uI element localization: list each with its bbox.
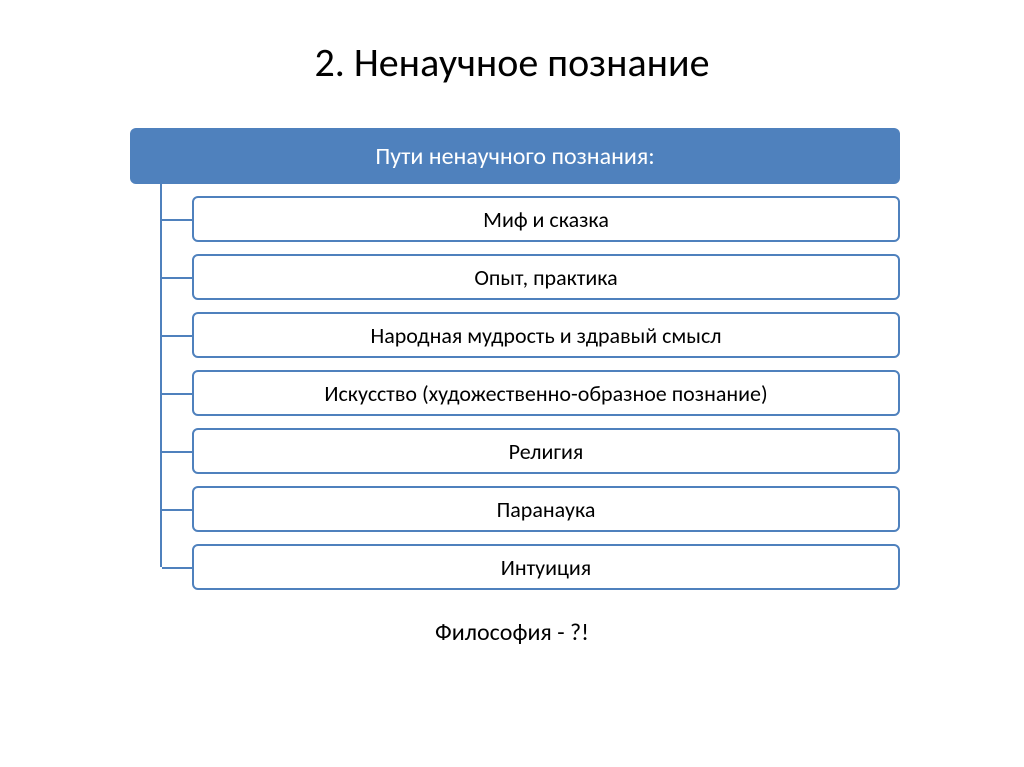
list-item: Миф и сказка bbox=[192, 196, 900, 242]
list-item: Опыт, практика bbox=[192, 254, 900, 300]
list-item: Религия bbox=[192, 428, 900, 474]
list-item: Паранаука bbox=[192, 486, 900, 532]
list-item: Народная мудрость и здравый смысл bbox=[192, 312, 900, 358]
list-item: Интуиция bbox=[192, 544, 900, 590]
slide-title: 2. Ненаучное познание bbox=[0, 0, 1024, 87]
diagram-header: Пути ненаучного познания: bbox=[130, 128, 900, 184]
list-item: Искусство (художественно-образное познан… bbox=[192, 370, 900, 416]
diagram-children: Миф и сказка Опыт, практика Народная муд… bbox=[192, 196, 900, 590]
footer-text: Философия - ?! bbox=[0, 618, 1024, 647]
hierarchy-diagram: Пути ненаучного познания: Миф и сказка О… bbox=[130, 128, 900, 590]
